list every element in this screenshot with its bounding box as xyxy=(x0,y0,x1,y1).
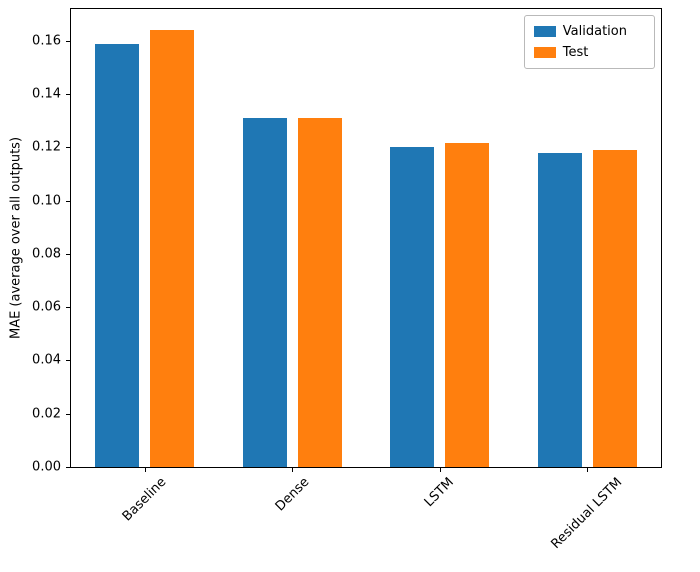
y-tick-mark xyxy=(66,360,70,362)
y-tick-mark xyxy=(66,467,70,468)
y-tick-mark xyxy=(66,40,70,42)
x-tick-mark xyxy=(587,468,589,472)
bar-test-lstm xyxy=(445,143,490,467)
y-tick-label: 0.08 xyxy=(32,246,61,262)
legend-label-validation: Validation xyxy=(562,24,627,39)
legend: Validation Test xyxy=(523,15,655,69)
x-tick-label-lstm: LSTM xyxy=(422,475,458,511)
legend-swatch-validation xyxy=(533,26,556,37)
x-tick-mark xyxy=(292,468,294,472)
y-tick-label: 0.04 xyxy=(32,352,61,368)
y-tick-mark xyxy=(66,253,70,255)
y-tick-label: 0.12 xyxy=(32,139,61,155)
x-tick-label-residual-lstm: Residual LSTM xyxy=(548,475,626,552)
bar-test-dense xyxy=(297,118,342,467)
legend-label-test: Test xyxy=(562,45,589,60)
legend-item-test: Test xyxy=(533,44,645,61)
y-tick-label: 0.16 xyxy=(32,33,61,49)
x-tick-label-baseline: Baseline xyxy=(120,474,170,525)
x-tick-mark xyxy=(439,468,441,472)
y-tick-mark xyxy=(66,147,70,149)
y-tick-label: 0.06 xyxy=(32,299,61,315)
plot-area: Validation Test xyxy=(70,8,662,468)
y-tick-label: 0.14 xyxy=(32,86,61,102)
bar-validation-baseline xyxy=(95,43,140,467)
bar-test-baseline xyxy=(150,30,195,467)
bar-validation-lstm xyxy=(390,147,435,467)
y-tick-mark xyxy=(66,94,70,96)
x-tick-label-dense: Dense xyxy=(272,474,313,515)
y-tick-label: 0.02 xyxy=(32,406,61,422)
bar-test-residual-lstm xyxy=(592,150,637,467)
bar-validation-residual-lstm xyxy=(537,152,582,467)
legend-item-validation: Validation xyxy=(533,23,645,40)
y-tick-label: 0.10 xyxy=(32,193,61,209)
y-tick-mark xyxy=(66,413,70,415)
y-tick-mark xyxy=(66,307,70,309)
y-tick-mark xyxy=(66,200,70,202)
x-tick-mark xyxy=(144,468,146,472)
bar-validation-dense xyxy=(242,118,287,467)
y-tick-label: 0.00 xyxy=(32,459,61,475)
legend-swatch-test xyxy=(533,47,556,58)
